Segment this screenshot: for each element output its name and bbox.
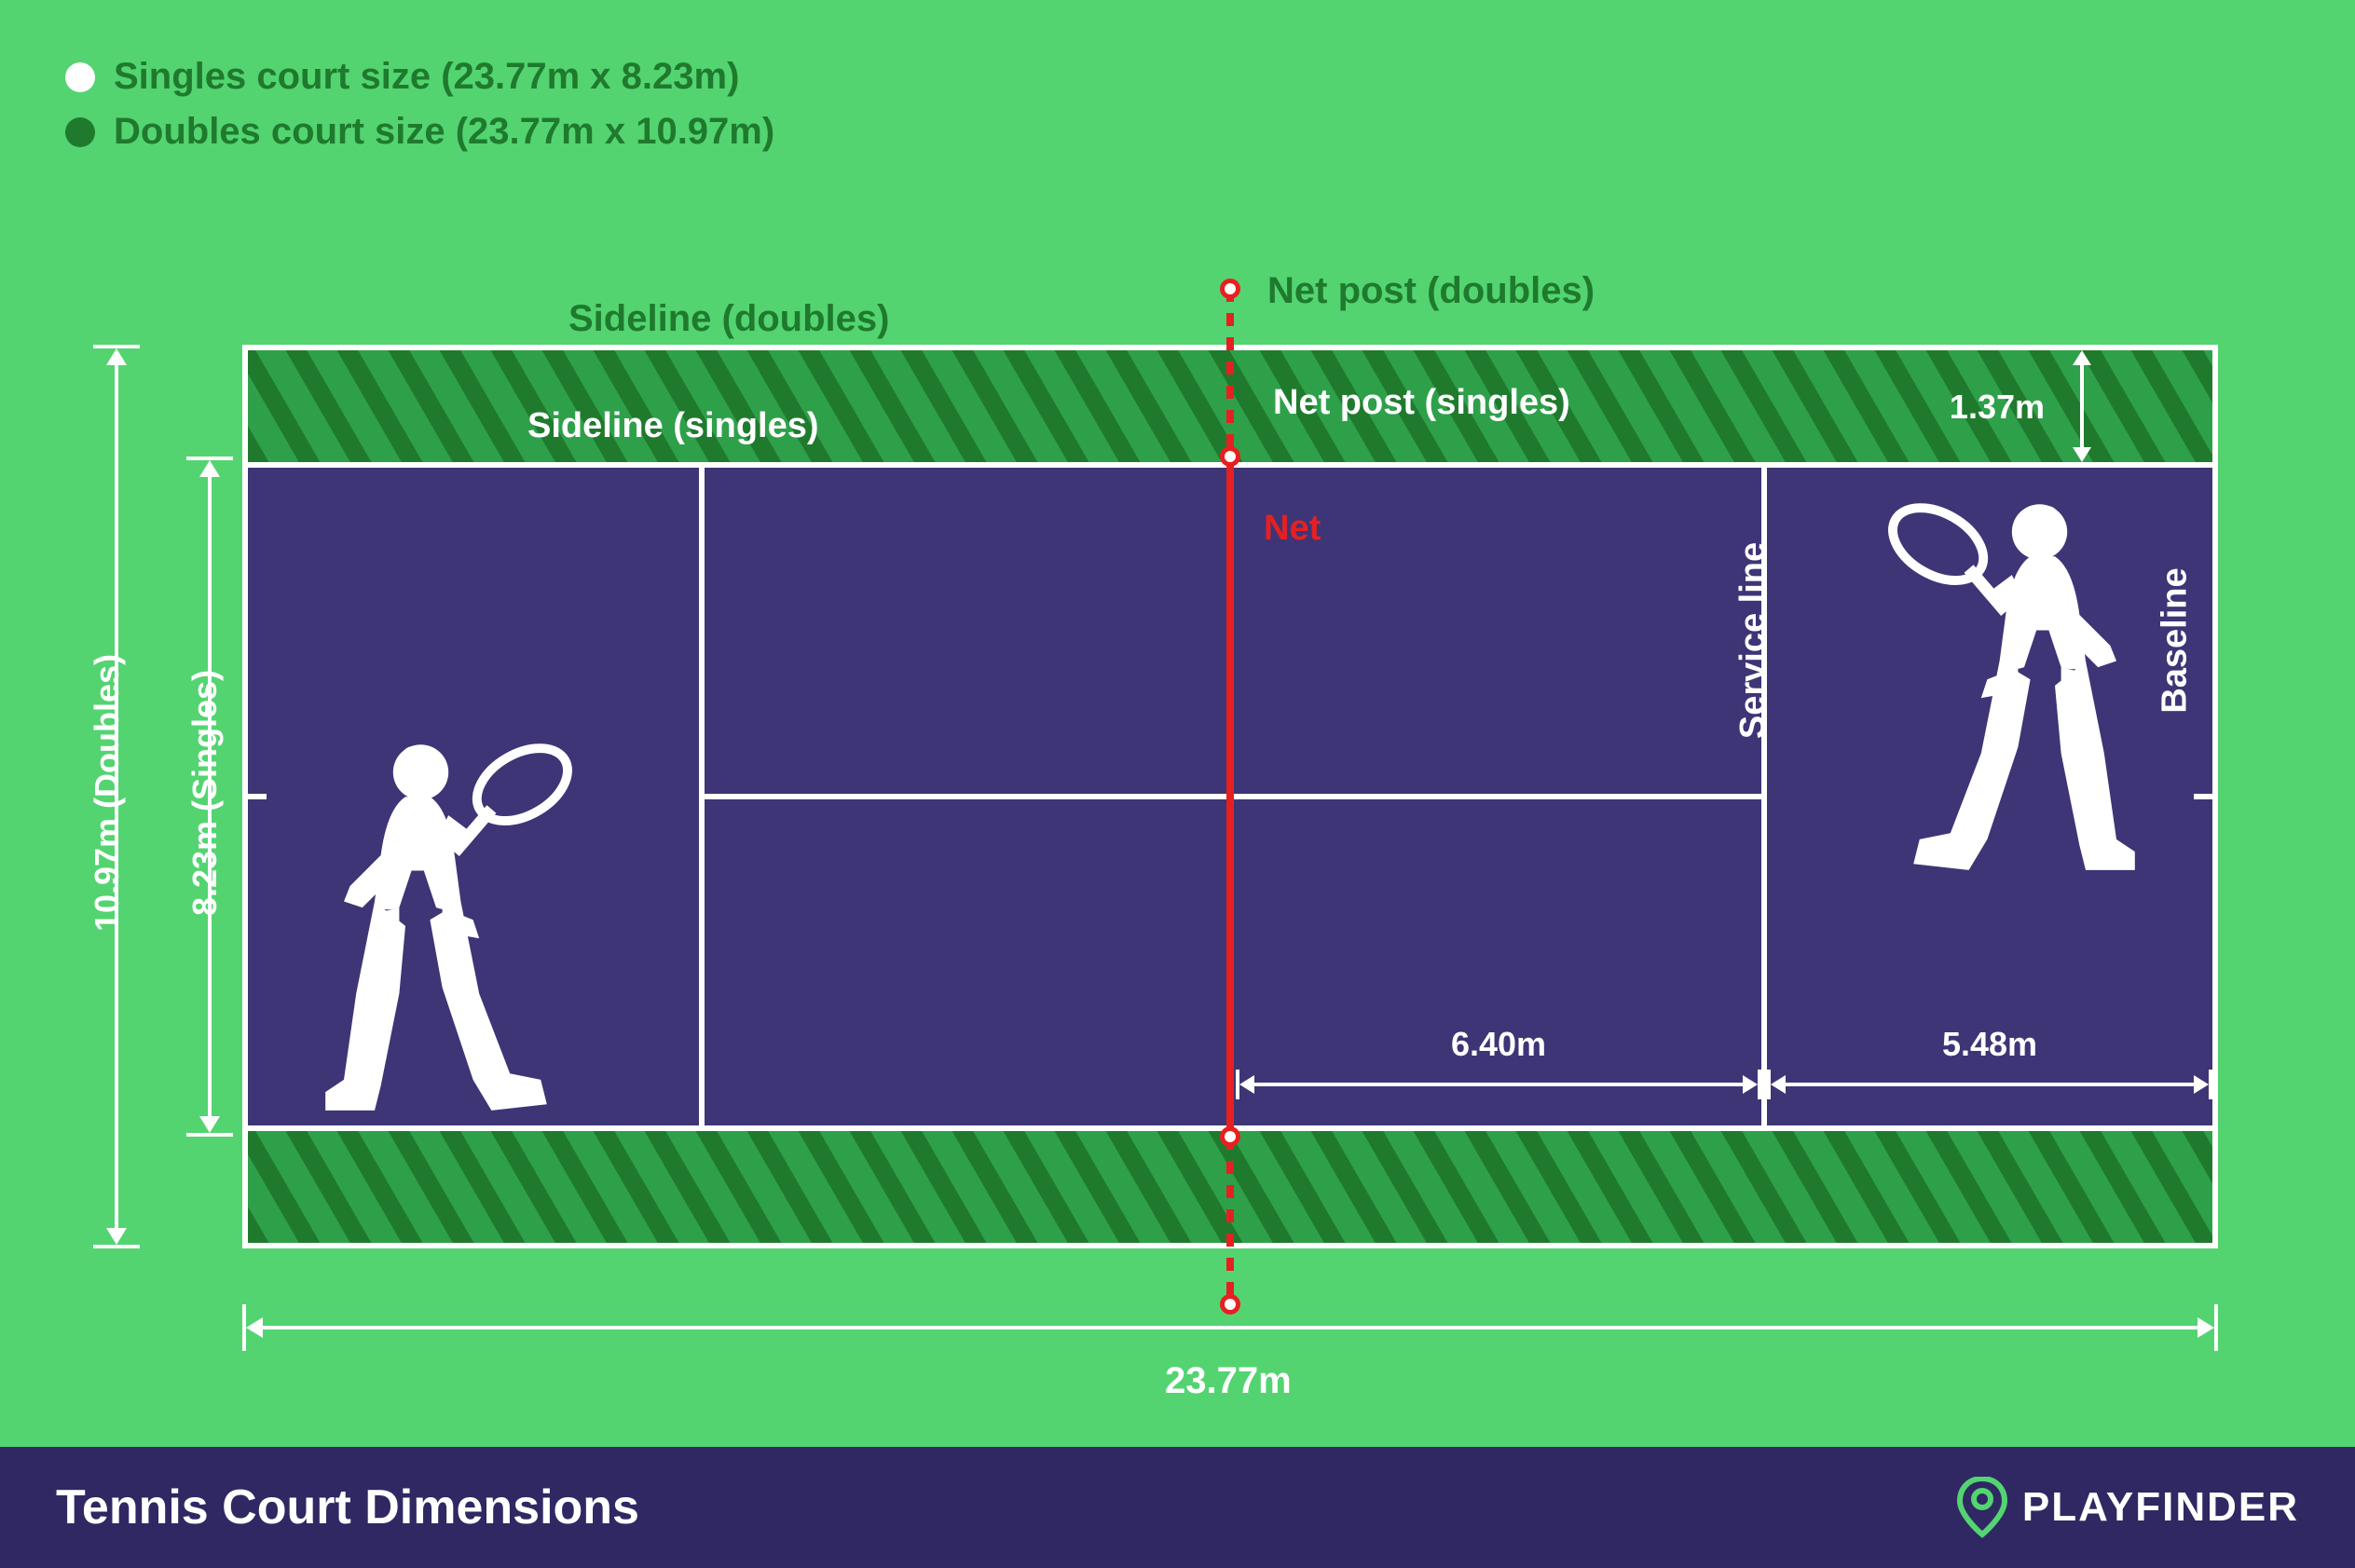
label-net: Net xyxy=(1264,509,1321,549)
legend-singles-text: Singles court size (23.77m x 8.23m) xyxy=(114,56,739,98)
dim-length-text: 23.77m xyxy=(1165,1360,1292,1402)
footer-title: Tennis Court Dimensions xyxy=(56,1479,639,1535)
dim-service-box: 6.40m xyxy=(1236,1066,1761,1103)
label-sideline-singles: Sideline (singles) xyxy=(527,406,819,446)
net-post-singles-top-icon xyxy=(1220,446,1240,467)
legend-doubles: Doubles court size (23.77m x 10.97m) xyxy=(65,111,774,153)
label-net-post-doubles: Net post (doubles) xyxy=(1267,270,1595,312)
net xyxy=(1226,289,1234,1304)
court: Sideline (singles) Net post (singles) Ne… xyxy=(242,345,2218,1248)
legend-singles: Singles court size (23.77m x 8.23m) xyxy=(65,56,774,98)
brand: PLAYFINDER xyxy=(1956,1477,2299,1538)
dim-alley-width-text: 1.37m xyxy=(1950,388,2045,427)
legend: Singles court size (23.77m x 8.23m) Doub… xyxy=(65,56,774,166)
page: Singles court size (23.77m x 8.23m) Doub… xyxy=(0,0,2355,1568)
net-post-singles-bottom-icon xyxy=(1220,1126,1240,1147)
dim-doubles-width-text: 10.97m (Doubles) xyxy=(88,625,127,961)
dim-length xyxy=(242,1304,2218,1351)
legend-doubles-text: Doubles court size (23.77m x 10.97m) xyxy=(114,111,774,153)
dim-singles-width-text: 8.23m (Singles) xyxy=(185,634,225,951)
brand-name: PLAYFINDER xyxy=(2022,1484,2299,1531)
center-mark-left xyxy=(248,794,267,799)
legend-dot-doubles xyxy=(65,117,95,147)
brand-logo-icon xyxy=(1956,1477,2008,1538)
player-icon-right xyxy=(1840,476,2147,877)
label-service-line: Service line xyxy=(1733,542,1773,739)
legend-dot-singles xyxy=(65,62,95,92)
label-sideline-doubles: Sideline (doubles) xyxy=(568,298,889,340)
player-icon-left xyxy=(313,716,621,1117)
dim-alley-width xyxy=(2063,350,2101,462)
label-net-post-singles: Net post (singles) xyxy=(1273,383,1570,423)
center-mark-right xyxy=(2194,794,2212,799)
net-post-doubles-top-icon xyxy=(1220,279,1240,299)
label-baseline: Baseline xyxy=(2156,567,2196,713)
footer: Tennis Court Dimensions PLAYFINDER xyxy=(0,1447,2355,1568)
dim-back-court: 5.48m xyxy=(1767,1066,2212,1103)
